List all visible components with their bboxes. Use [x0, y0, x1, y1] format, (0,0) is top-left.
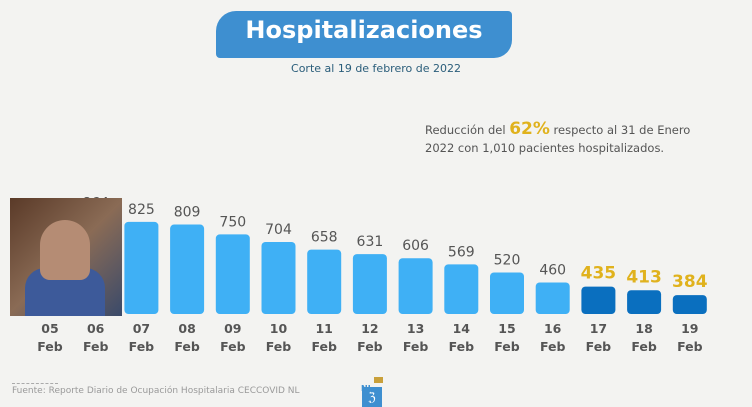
- page-subtitle: Corte al 19 de febrero de 2022: [291, 62, 461, 75]
- interpreter-head: [40, 220, 90, 280]
- x-tick-label: 10: [270, 321, 288, 336]
- data-label: 658: [311, 230, 338, 246]
- bar: [307, 249, 342, 314]
- bar: [535, 282, 570, 314]
- x-tick-label: 16: [544, 321, 562, 336]
- bar: [444, 264, 479, 314]
- data-label: 460: [539, 262, 566, 278]
- x-tick-label: Feb: [129, 339, 155, 354]
- x-tick-label: 11: [315, 321, 332, 336]
- x-tick-label: Feb: [494, 339, 520, 354]
- data-label: 631: [357, 234, 384, 250]
- title-banner: [216, 11, 512, 58]
- data-label: 750: [219, 214, 246, 230]
- x-tick-label: Feb: [631, 339, 657, 354]
- data-label: 606: [402, 238, 429, 254]
- reduction-note: Reducción del 62% respecto al 31 de Ener…: [425, 120, 725, 157]
- x-tick-label: Feb: [311, 339, 337, 354]
- page-title: Hospitalizaciones: [245, 16, 483, 44]
- data-label: 520: [494, 253, 521, 269]
- x-tick-label: Feb: [83, 339, 109, 354]
- x-tick-label: 15: [498, 321, 515, 336]
- x-tick-label: Feb: [677, 339, 703, 354]
- shield-icon: ℨ: [362, 387, 382, 407]
- note-line2: 2022 con 1,010 pacientes hospitalizados.: [425, 141, 665, 155]
- x-tick-label: Feb: [586, 339, 612, 354]
- x-tick-label: Feb: [540, 339, 566, 354]
- bar: [261, 241, 296, 314]
- bar: [490, 272, 524, 314]
- x-tick-label: 18: [635, 321, 652, 336]
- bar: [398, 258, 433, 314]
- x-tick-label: 12: [361, 321, 378, 336]
- x-tick-label: 09: [224, 321, 241, 336]
- data-label: 825: [128, 202, 155, 218]
- x-tick-label: 07: [133, 321, 150, 336]
- data-label: 413: [626, 267, 662, 287]
- source-text: Fuente: Reporte Diario de Ocupación Hosp…: [12, 386, 300, 396]
- x-tick-label: Feb: [174, 339, 200, 354]
- bar: [215, 234, 250, 314]
- x-tick-label: 13: [407, 321, 424, 336]
- x-tick-label: 17: [590, 321, 607, 336]
- note-suffix: respecto al 31 de Enero: [549, 123, 691, 137]
- data-label: 704: [265, 222, 292, 238]
- x-tick-label: 14: [453, 321, 471, 336]
- x-tick-label: 06: [87, 321, 105, 336]
- bar: [672, 295, 707, 314]
- data-label: 435: [581, 264, 617, 284]
- x-tick-label: Feb: [220, 339, 246, 354]
- bar: [352, 254, 387, 314]
- note-percentage: 62%: [509, 119, 550, 139]
- note-prefix: Reducción del: [425, 123, 510, 137]
- x-tick-label: Feb: [37, 339, 63, 354]
- x-tick-label: Feb: [357, 339, 383, 354]
- crown-icon: [374, 377, 383, 383]
- data-label: 569: [448, 244, 475, 260]
- bar: [170, 224, 205, 314]
- x-tick-label: 05: [41, 321, 58, 336]
- x-tick-label: Feb: [266, 339, 292, 354]
- bar: [124, 221, 159, 314]
- x-tick-label: Feb: [449, 339, 475, 354]
- source-divider: [12, 383, 58, 384]
- x-tick-label: 19: [681, 321, 698, 336]
- x-tick-label: 08: [178, 321, 195, 336]
- nl-logo: NL ℨ: [361, 376, 383, 407]
- interpreter-video-inset: [10, 198, 122, 316]
- x-tick-label: Feb: [403, 339, 429, 354]
- data-label: 809: [174, 205, 201, 221]
- bar: [627, 290, 662, 314]
- data-label: 384: [672, 272, 708, 292]
- bar: [581, 286, 616, 314]
